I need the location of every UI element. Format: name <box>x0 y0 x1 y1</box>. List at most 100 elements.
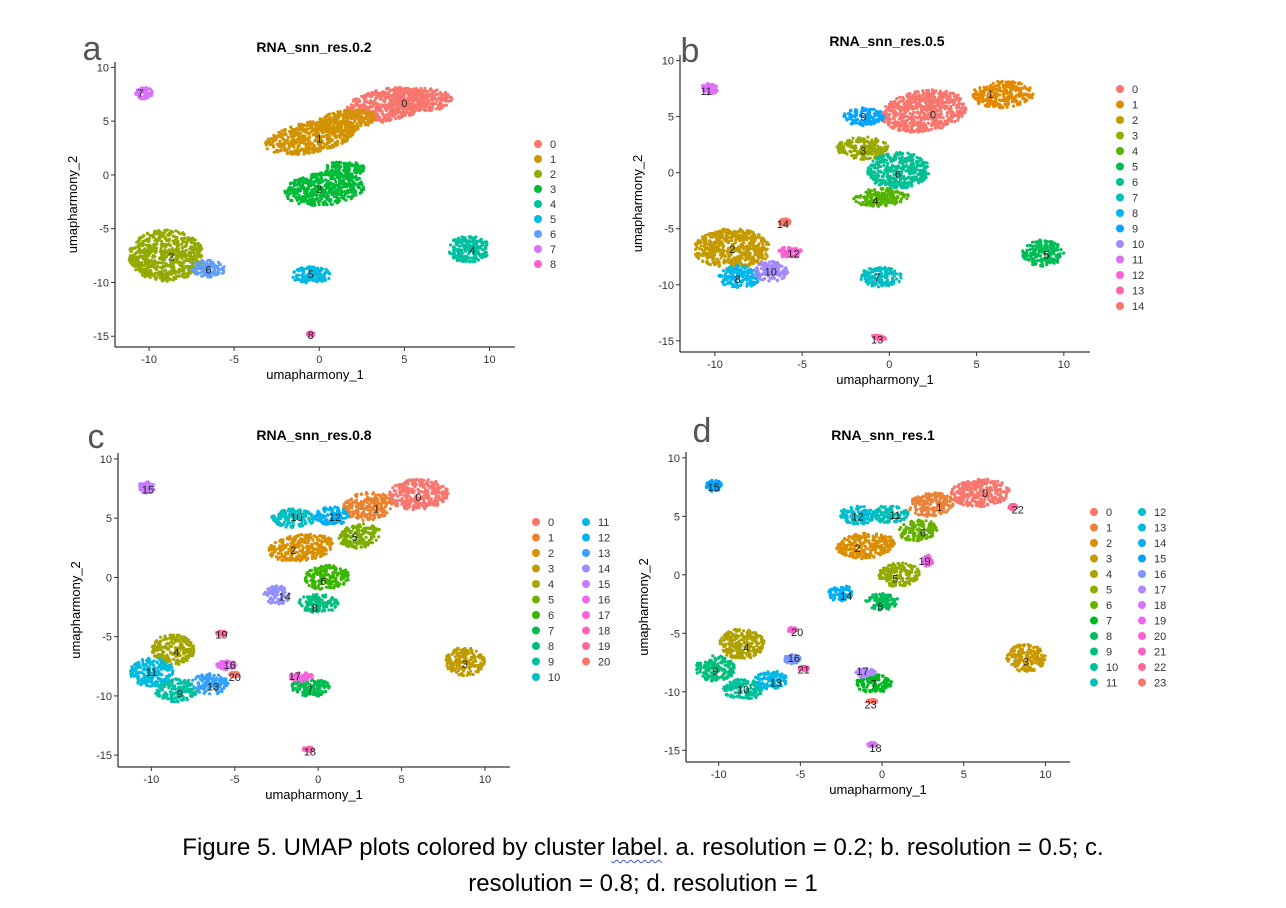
umap-point <box>738 257 743 261</box>
umap-point <box>915 111 919 115</box>
umap-point <box>944 92 948 96</box>
umap-point <box>1011 99 1015 103</box>
umap-point <box>290 198 294 203</box>
umap-point <box>290 127 295 132</box>
scatter-points <box>693 79 1066 342</box>
umap-point <box>188 239 192 243</box>
legend-label: 8 <box>550 259 556 271</box>
umap-point <box>890 109 894 113</box>
umap-point <box>291 275 295 279</box>
legend-label: 7 <box>550 244 556 256</box>
umap-point <box>344 170 348 175</box>
umap-point <box>471 259 475 263</box>
umap-point <box>348 130 352 134</box>
umap-point <box>369 98 373 103</box>
umap-point <box>339 186 344 190</box>
umap-point <box>434 107 438 111</box>
umap-point <box>1008 82 1012 86</box>
umap-point <box>194 261 199 265</box>
umap-point <box>465 247 469 251</box>
umap-point <box>328 199 332 203</box>
umap-point <box>925 96 930 100</box>
umap-point <box>851 136 855 140</box>
umap-point <box>738 233 742 237</box>
umap-point <box>295 268 299 272</box>
legend-swatch <box>534 140 542 148</box>
y-axis-title: umapharmony_2 <box>65 156 80 254</box>
umap-point <box>444 98 448 103</box>
umap-point <box>297 201 301 206</box>
umap-point <box>200 270 204 274</box>
umap-point <box>182 237 186 241</box>
umap-point <box>919 109 924 113</box>
umap-point <box>380 94 384 99</box>
umap-point <box>941 124 945 128</box>
umap-point <box>325 270 329 274</box>
umap-point <box>715 246 719 250</box>
umap-point <box>697 256 701 260</box>
umap-point <box>361 103 365 107</box>
cluster-label: 2 <box>168 252 174 264</box>
umap-point <box>378 107 383 111</box>
umap-point <box>299 127 303 131</box>
umap-point <box>1018 88 1023 92</box>
umap-point <box>325 146 329 150</box>
umap-point <box>334 126 338 130</box>
cluster-2-points <box>127 228 204 283</box>
umap-point <box>961 110 965 114</box>
umap-point <box>451 256 456 260</box>
umap-point <box>300 275 305 279</box>
umap-point <box>889 125 893 129</box>
umap-point <box>299 279 303 283</box>
umap-point <box>150 90 154 94</box>
umap-point <box>193 268 197 273</box>
umap-point <box>765 247 769 251</box>
umap-point <box>337 171 341 175</box>
umap-point <box>443 93 447 97</box>
umap-point <box>721 227 725 232</box>
umap-point <box>136 261 140 265</box>
umap-point <box>892 121 896 125</box>
umap-point <box>992 104 996 108</box>
umap-point <box>478 254 482 258</box>
umap-point <box>324 183 328 187</box>
umap-point <box>724 239 728 243</box>
umap-point <box>403 88 407 92</box>
umap-point <box>136 249 140 253</box>
umap-point <box>462 236 466 240</box>
umap-point <box>895 97 899 101</box>
umap-point <box>330 202 334 206</box>
umap-point <box>358 124 363 128</box>
umap-point <box>309 126 313 130</box>
umap-point <box>352 105 356 110</box>
umap-point <box>344 185 349 189</box>
umap-point <box>902 112 907 116</box>
umap-point <box>916 120 920 124</box>
umap-point <box>415 90 419 94</box>
umap-point <box>141 257 145 261</box>
umap-point <box>177 274 181 278</box>
umap-point <box>176 257 180 261</box>
umap-point <box>311 133 315 137</box>
umap-point <box>411 109 415 113</box>
umap-point <box>699 244 703 248</box>
umap-point <box>897 117 902 121</box>
umap-point <box>424 108 428 113</box>
umap-point <box>318 269 322 273</box>
umap-point <box>301 181 305 185</box>
umap-point <box>408 90 412 94</box>
umap-point <box>1003 89 1007 93</box>
umap-point <box>325 136 329 141</box>
umap-point <box>308 151 312 155</box>
umap-point <box>343 127 347 132</box>
cluster-label: 7 <box>137 88 143 100</box>
umap-point <box>383 97 387 101</box>
umap-point <box>922 127 926 131</box>
umap-point <box>347 122 351 126</box>
umap-point <box>326 165 330 169</box>
umap-point <box>483 247 487 251</box>
umap-point <box>728 230 732 234</box>
umap-point <box>149 271 153 275</box>
umap-point <box>905 93 909 97</box>
umap-point <box>295 188 299 192</box>
